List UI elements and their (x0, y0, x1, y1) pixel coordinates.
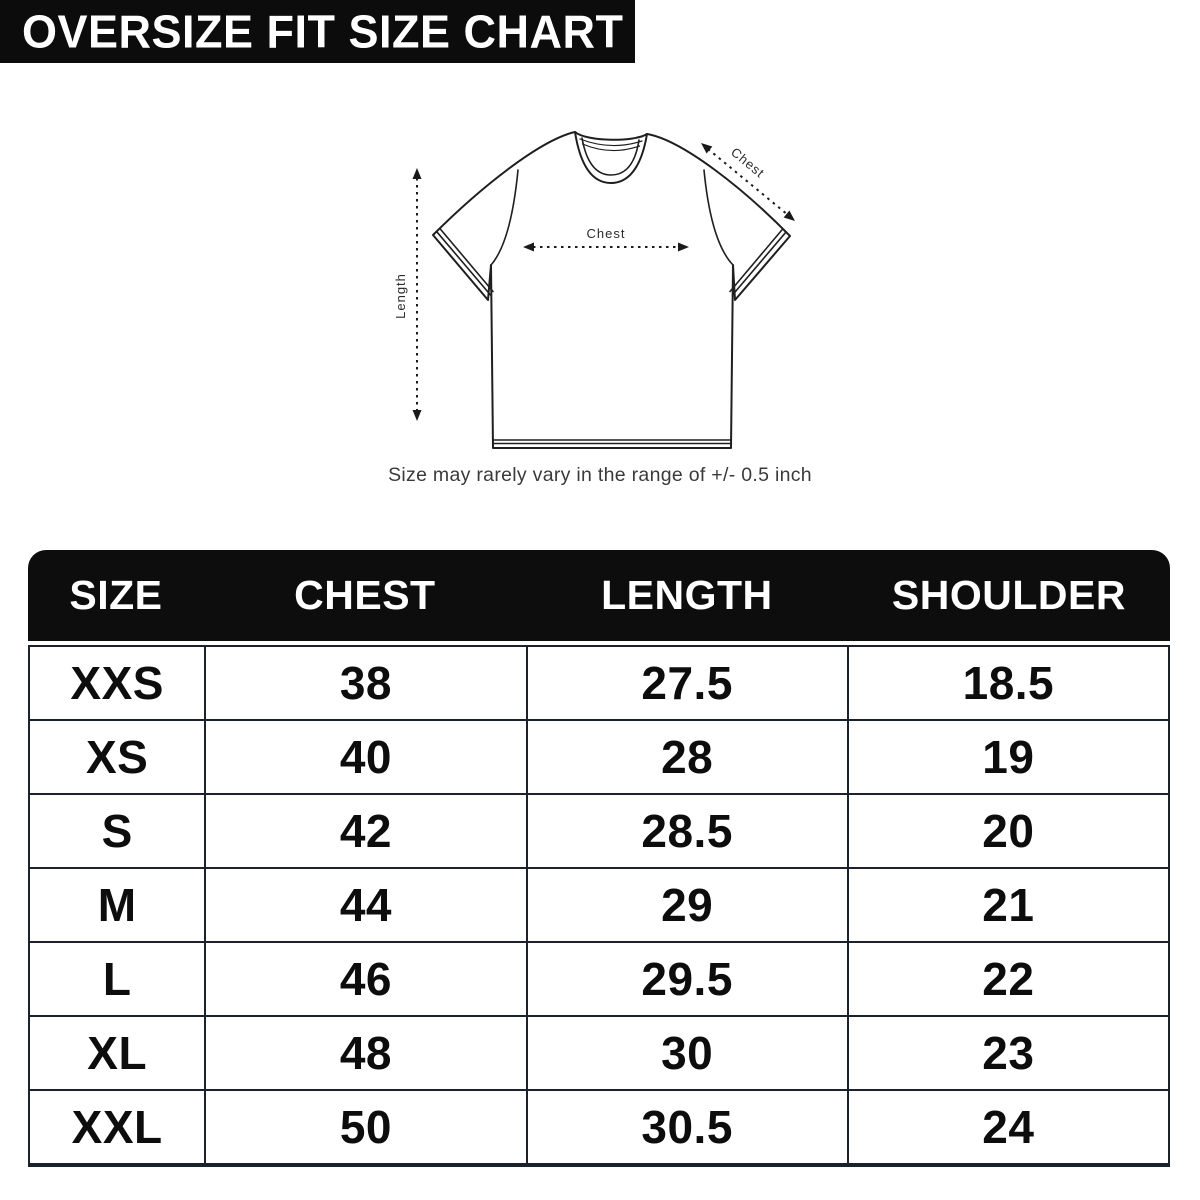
table-row: M 44 29 21 (30, 869, 1168, 943)
collar-back-lines (579, 138, 643, 152)
shoulder-cell: 21 (982, 879, 1035, 931)
shoulder-cell: 18.5 (962, 657, 1055, 709)
table-row: XXL 50 30.5 24 (30, 1091, 1168, 1163)
right-armhole-seam (703, 169, 734, 266)
collar-inner (581, 137, 640, 176)
tshirt-outline (432, 131, 791, 449)
collar-outer (574, 131, 648, 185)
table-body: XXS 38 27.5 18.5 XS 40 28 19 S 42 28.5 2… (28, 645, 1170, 1167)
page-title: OVERSIZE FIT SIZE CHART (22, 4, 624, 58)
shoulder-cell: 22 (982, 953, 1035, 1005)
shoulder-cell: 20 (982, 805, 1035, 857)
table-header-row: SIZE CHEST LENGTH SHOULDER (28, 550, 1170, 641)
size-cell: XXS (30, 647, 207, 719)
length-cell: 28.5 (528, 795, 849, 867)
shoulder-diagonal-label: Chest (728, 144, 768, 180)
length-cell: 28 (528, 721, 849, 793)
column-header-chest: CHEST (294, 572, 436, 618)
left-armhole-seam (490, 169, 519, 266)
chest-cell: 50 (206, 1091, 528, 1163)
left-cuff-lines (436, 228, 494, 296)
length-cell: 30.5 (528, 1091, 849, 1163)
measurement-diagram: Length Chest Chest Size may rarely vary … (388, 100, 812, 487)
table-row: XS 40 28 19 (30, 721, 1168, 795)
shoulder-cell: 24 (982, 1101, 1035, 1153)
size-cell: XS (30, 721, 207, 793)
length-cell: 29 (528, 869, 849, 941)
length-label: Length (393, 273, 408, 319)
size-cell: XL (30, 1017, 207, 1089)
chest-cell: 40 (206, 721, 528, 793)
right-cuff-lines (729, 228, 787, 296)
table-row: XL 48 30 23 (30, 1017, 1168, 1091)
table-row: L 46 29.5 22 (30, 943, 1168, 1017)
shoulder-cell: 23 (982, 1027, 1035, 1079)
chest-cell: 38 (206, 647, 528, 719)
table-row: S 42 28.5 20 (30, 795, 1168, 869)
chest-cell: 44 (206, 869, 528, 941)
size-cell: L (30, 943, 207, 1015)
length-cell: 27.5 (528, 647, 849, 719)
title-bar: OVERSIZE FIT SIZE CHART (0, 0, 635, 63)
size-chart-table: SIZE CHEST LENGTH SHOULDER XXS 38 27.5 1… (28, 550, 1170, 1167)
size-cell: M (30, 869, 207, 941)
chest-label: Chest (587, 226, 626, 241)
diagram-caption: Size may rarely vary in the range of +/-… (388, 464, 812, 486)
length-cell: 30 (528, 1017, 849, 1089)
chest-cell: 42 (206, 795, 528, 867)
chest-cell: 48 (206, 1017, 528, 1089)
length-cell: 29.5 (528, 943, 849, 1015)
shoulder-cell: 19 (982, 731, 1035, 783)
chest-cell: 46 (206, 943, 528, 1015)
shoulder-diagonal-arrow (701, 143, 795, 221)
column-header-length: LENGTH (601, 572, 773, 618)
table-row: XXS 38 27.5 18.5 (30, 647, 1168, 721)
length-arrow (412, 168, 422, 421)
hem-lines (492, 439, 732, 445)
tshirt-diagram: Length Chest Chest (393, 131, 795, 449)
chest-arrow (523, 242, 689, 252)
column-header-shoulder: SHOULDER (891, 572, 1126, 618)
size-cell: XXL (30, 1091, 207, 1163)
size-cell: S (30, 795, 207, 867)
column-header-size: SIZE (69, 572, 163, 618)
